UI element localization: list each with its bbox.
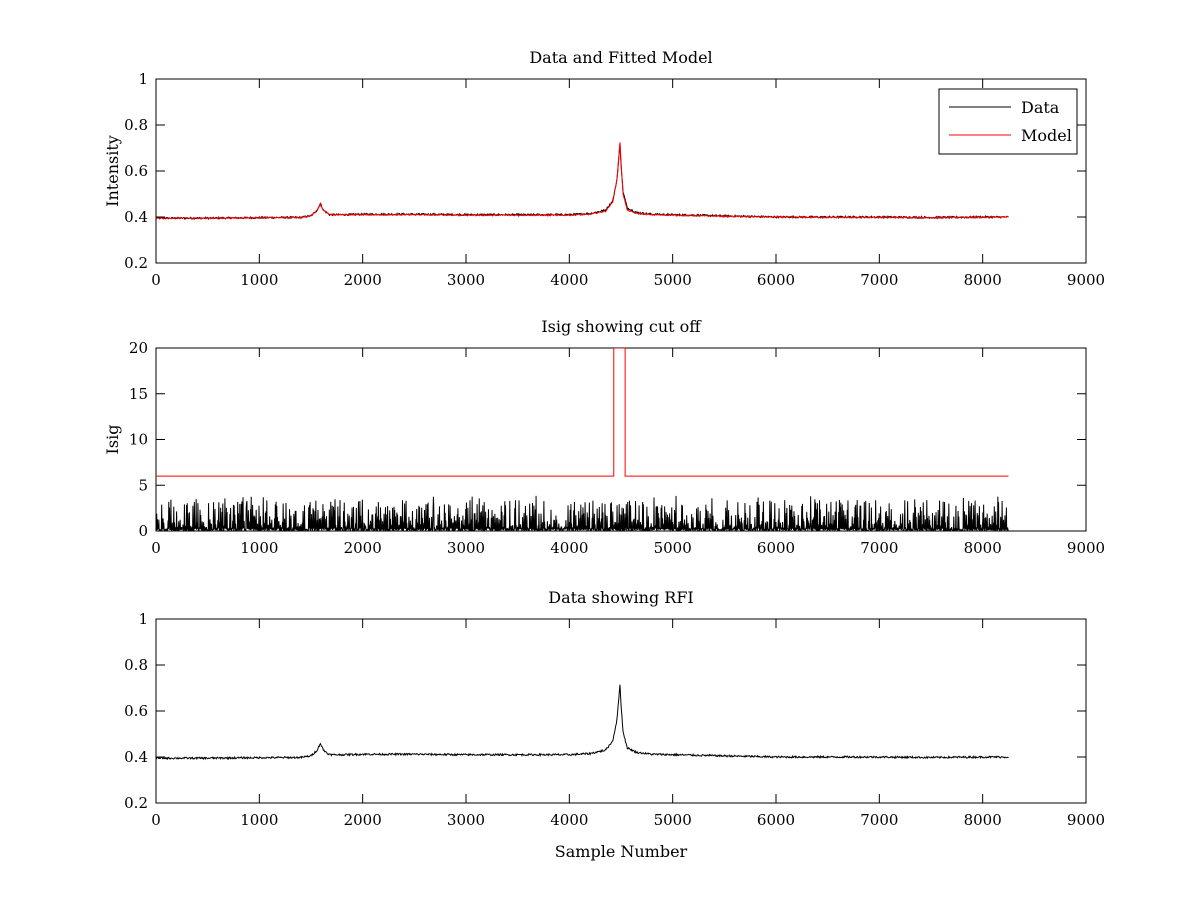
- subplot-2: 0 1000 2000 3000 4000 5000 6000 7000 8000 9000 0 5 1…: [103, 317, 1105, 557]
- x-tick-label: 3000: [447, 811, 485, 829]
- legend-label: Data: [1021, 98, 1060, 117]
- y-tick-label: 5: [138, 476, 148, 494]
- legend-box: [938, 88, 1078, 155]
- x-tick-label: 5000: [654, 271, 692, 289]
- y-tick-label: 1: [138, 610, 148, 628]
- y-tick-label: 15: [129, 385, 148, 403]
- x-tick-label: 2000: [344, 539, 382, 557]
- x-tick-label: 0: [151, 539, 161, 557]
- series-2-line: [156, 142, 1009, 220]
- axes-box: [155, 347, 1087, 532]
- y-tick-label: 0.4: [124, 208, 148, 226]
- legend-label: Model: [1021, 126, 1072, 145]
- x-tick-label: 6000: [757, 539, 795, 557]
- x-tick-label: 7000: [860, 539, 898, 557]
- subplot-title: Data and Fitted Model: [529, 48, 712, 67]
- x-tick-label: 7000: [860, 271, 898, 289]
- x-tick-label: 8000: [964, 539, 1002, 557]
- y-tick-label: 0.4: [124, 748, 148, 766]
- x-tick-label: 8000: [964, 811, 1002, 829]
- y-tick-label: 10: [129, 431, 148, 449]
- y-tick-label: 0.2: [124, 254, 148, 272]
- y-tick-label: 0: [138, 522, 148, 540]
- x-tick-label: 9000: [1067, 539, 1105, 557]
- plot-area: [156, 142, 1009, 221]
- x-tick-label: 9000: [1067, 271, 1105, 289]
- axes-box: [155, 618, 1087, 804]
- y-axis-label: Isig: [103, 425, 122, 455]
- x-tick-label: 4000: [550, 539, 588, 557]
- x-axis-label: Sample Number: [555, 842, 688, 861]
- x-tick-label: 1000: [240, 271, 278, 289]
- y-tick-label: 1: [138, 70, 148, 88]
- y-tick-label: 20: [129, 339, 148, 357]
- plot-area: [156, 684, 1009, 761]
- y-tick-label: 0.6: [124, 162, 148, 180]
- x-tick-label: 9000: [1067, 811, 1105, 829]
- x-tick-label: 4000: [550, 811, 588, 829]
- x-tick-label: 7000: [860, 811, 898, 829]
- x-tick-label: 4000: [550, 271, 588, 289]
- x-tick-label: 1000: [240, 539, 278, 557]
- y-tick-label: 0.8: [124, 116, 148, 134]
- subplot-1: 0 1000 2000 3000 4000 5000 6000 7000 8000 9000 0.2…: [103, 48, 1105, 289]
- x-tick-label: 0: [151, 811, 161, 829]
- x-tick-label: 2000: [344, 271, 382, 289]
- subplot-title: Isig showing cut off: [541, 317, 702, 336]
- x-tick-label: 2000: [344, 811, 382, 829]
- x-tick-label: 3000: [447, 539, 485, 557]
- x-tick-label: 6000: [757, 271, 795, 289]
- y-axis-label: Intensity: [103, 135, 122, 207]
- series-1-line: [156, 143, 1009, 221]
- y-tick-label: 0.6: [124, 702, 148, 720]
- series-1-line: [156, 495, 1009, 531]
- x-tick-label: 1000: [240, 811, 278, 829]
- y-tick-label: 0.8: [124, 656, 148, 674]
- x-tick-label: 3000: [447, 271, 485, 289]
- series-2-line: [156, 348, 1009, 477]
- subplot-title: Data showing RFI: [548, 588, 693, 607]
- x-tick-label: 6000: [757, 811, 795, 829]
- y-tick-label: 0.2: [124, 794, 148, 812]
- x-tick-label: 8000: [964, 271, 1002, 289]
- x-tick-label: 5000: [654, 539, 692, 557]
- legend: Data Model: [938, 88, 1078, 155]
- x-tick-label: 5000: [654, 811, 692, 829]
- x-tick-label: 0: [151, 271, 161, 289]
- plot-area: [156, 348, 1009, 531]
- series-1-line: [156, 684, 1009, 761]
- subplot-3: 0 1000 2000 3000 4000 5000 6000 7000 8000 9000 0.2…: [124, 588, 1105, 861]
